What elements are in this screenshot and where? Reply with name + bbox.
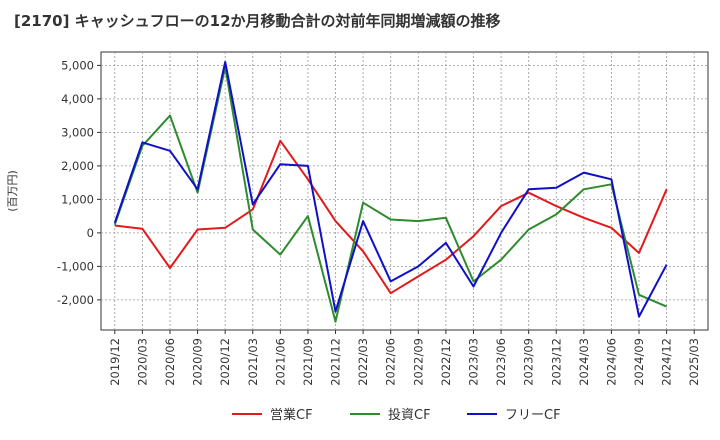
- x-tick-label: 2021/03: [246, 338, 260, 386]
- x-tick-label: 2022/12: [439, 338, 453, 386]
- legend-label: 営業CF: [270, 407, 313, 423]
- y-tick-label: 3,000: [61, 125, 94, 139]
- x-tick-label: 2021/06: [273, 338, 287, 386]
- legend-label: フリーCF: [505, 408, 561, 423]
- chart-title: [2170] キャッシュフローの12か月移動合計の対前年同期増減額の推移: [14, 12, 501, 30]
- x-tick-label: 2021/09: [301, 338, 315, 386]
- y-tick-label: 1,000: [61, 192, 94, 206]
- x-tick-label: 2024/03: [577, 338, 591, 386]
- y-tick-label: 4,000: [61, 92, 94, 106]
- y-axis-label: (百万円): [6, 170, 19, 212]
- y-axis: 5,000 4,000 3,000 2,000 1,000 0 -1,000 -2,000: [57, 58, 101, 307]
- y-tick-label: 2,000: [61, 159, 94, 173]
- y-tick-label: 5,000: [61, 58, 94, 72]
- x-tick-label: 2020/12: [218, 338, 232, 386]
- y-tick-label: -2,000: [57, 293, 94, 307]
- x-tick-label: 2022/09: [411, 338, 425, 386]
- x-tick-label: 2023/12: [549, 338, 563, 386]
- x-tick-label: 2025/03: [687, 338, 701, 386]
- x-tick-label: 2020/09: [191, 338, 205, 386]
- legend-item-3: フリーCF: [467, 408, 561, 423]
- x-tick-label: 2019/12: [108, 338, 122, 386]
- plot-area: [100, 51, 709, 331]
- legend-item-2: 投資CF: [350, 407, 431, 423]
- y-tick-label: 0: [87, 226, 94, 240]
- x-tick-label: 2024/12: [660, 338, 674, 386]
- x-tick-label: 2022/06: [384, 338, 398, 386]
- legend-label: 投資CF: [388, 407, 431, 423]
- series-line-1: [114, 139, 668, 295]
- x-tick-label: 2022/03: [356, 338, 370, 386]
- x-tick-label: 2023/09: [522, 338, 536, 386]
- x-tick-label: 2021/12: [329, 338, 343, 386]
- legend: 営業CF 投資CF フリーCF: [232, 407, 561, 423]
- x-tick-label: 2020/06: [163, 338, 177, 386]
- series-layer: [113, 61, 668, 323]
- x-tick-label: 2023/03: [466, 338, 480, 386]
- series-line-3: [113, 61, 668, 318]
- grid-layer: [101, 52, 708, 330]
- x-tick-label: 2024/09: [632, 338, 646, 386]
- x-tick-label: 2024/06: [604, 338, 618, 386]
- x-tick-label: 2023/06: [494, 338, 508, 386]
- x-tick-label: 2020/03: [135, 338, 149, 386]
- y-tick-label: -1,000: [57, 259, 94, 273]
- x-axis: 2019/12 2020/03 2020/06 2020/09 2020/12 2021/…: [108, 330, 701, 386]
- legend-item-1: 営業CF: [232, 407, 313, 423]
